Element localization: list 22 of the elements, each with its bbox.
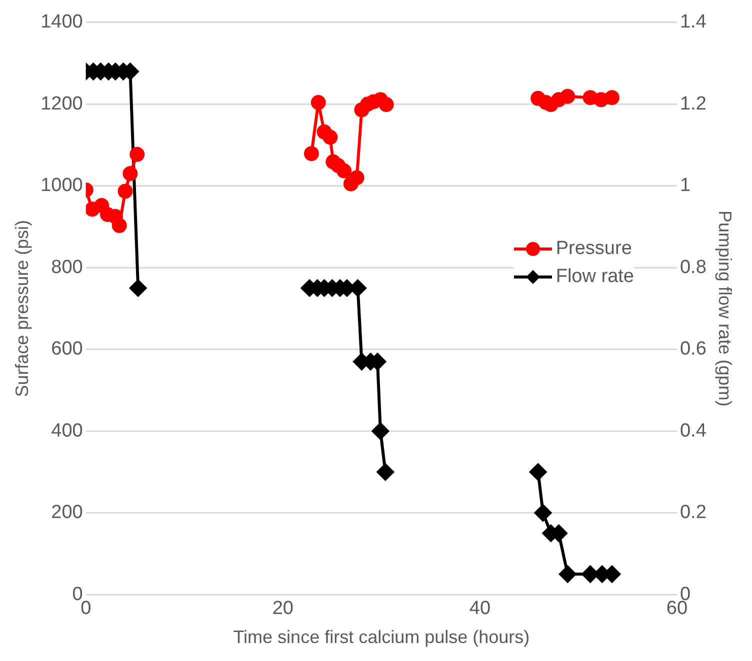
y-axis-title: Surface pressure (psi) [12, 220, 32, 398]
y2-tick-label: 1.2 [680, 93, 706, 114]
legend-label: Pressure [556, 238, 632, 260]
y2-tick-label: 0.4 [680, 420, 707, 442]
x-axis-title: Time since first calcium pulse (hours) [233, 627, 530, 648]
legend-label: Flow rate [556, 266, 634, 288]
y2-tick-label: 1.4 [680, 12, 707, 33]
y2-tick-label: 1 [680, 175, 691, 196]
y2-tick-label: 0.2 [680, 502, 706, 524]
y2-tick-label: 0.8 [680, 256, 706, 278]
y-tick-label: 1400 [40, 12, 83, 33]
x-tick-label: 20 [272, 598, 294, 620]
y-tick-label: 400 [51, 420, 83, 442]
y2-tick-label: 0.6 [680, 338, 706, 360]
y-tick-label: 800 [51, 256, 83, 278]
y-tick-label: 200 [51, 502, 83, 524]
y-tick-label: 1200 [40, 93, 83, 114]
y2-axis-title: Pumping flow rate (gpm) [715, 210, 736, 407]
y-tick-label: 0 [72, 584, 83, 605]
y-tick-label: 1000 [40, 175, 83, 196]
x-tick-label: 40 [469, 598, 491, 620]
y-tick-label: 600 [51, 338, 83, 360]
